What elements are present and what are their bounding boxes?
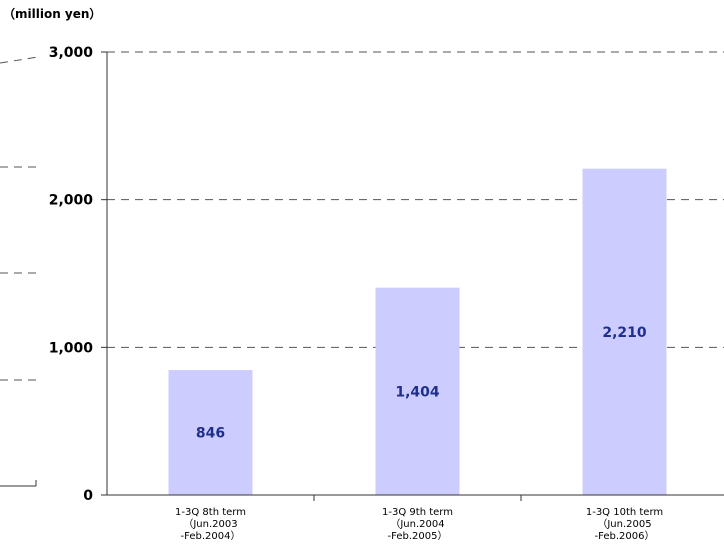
bar bbox=[582, 168, 667, 495]
data-labels: 846 1,404 2,210 bbox=[196, 325, 647, 442]
x-tick-label: 1-3Q 9th term （Jun.2004 -Feb.2005） bbox=[382, 507, 453, 542]
y-tick-labels: 0 1,000 2,000 3,000 bbox=[49, 45, 94, 504]
x-tick-label-line: -Feb.2004） bbox=[181, 530, 241, 542]
bar bbox=[168, 370, 253, 495]
y-tick-label: 2,000 bbox=[49, 193, 94, 209]
x-tick-label-line: 1-3Q 9th term bbox=[382, 507, 453, 518]
y-tick-label: 1,000 bbox=[49, 340, 94, 356]
bar bbox=[375, 287, 460, 495]
x-tick-labels: 1-3Q 8th term （Jun.2003 -Feb.2004） 1-3Q 9th… bbox=[175, 507, 663, 542]
y-axis-unit-label: （million yen） bbox=[3, 6, 101, 21]
data-label: 2,210 bbox=[602, 325, 647, 341]
clipped-neighbor-chart bbox=[0, 56, 39, 487]
y-tick-label: 0 bbox=[83, 488, 93, 504]
x-tick-label: 1-3Q 8th term （Jun.2003 -Feb.2004） bbox=[175, 507, 246, 542]
x-tick-label-line: -Feb.2005） bbox=[388, 530, 448, 542]
axes bbox=[106, 52, 724, 501]
x-tick-label-line: 1-3Q 10th term bbox=[586, 507, 663, 518]
x-tick-label: 1-3Q 10th term （Jun.2005 -Feb.2006） bbox=[586, 507, 663, 542]
x-tick-label-line: （Jun.2004 bbox=[390, 518, 444, 530]
x-tick-label-line: 1-3Q 8th term bbox=[175, 507, 246, 518]
y-tick-label: 3,000 bbox=[49, 45, 94, 61]
x-tick-label-line: -Feb.2006） bbox=[595, 530, 655, 542]
x-tick-label-line: （Jun.2005 bbox=[597, 518, 651, 530]
x-tick-label-line: （Jun.2003 bbox=[183, 518, 237, 530]
bars bbox=[168, 168, 667, 495]
data-label: 846 bbox=[196, 426, 225, 442]
data-label: 1,404 bbox=[395, 384, 440, 400]
